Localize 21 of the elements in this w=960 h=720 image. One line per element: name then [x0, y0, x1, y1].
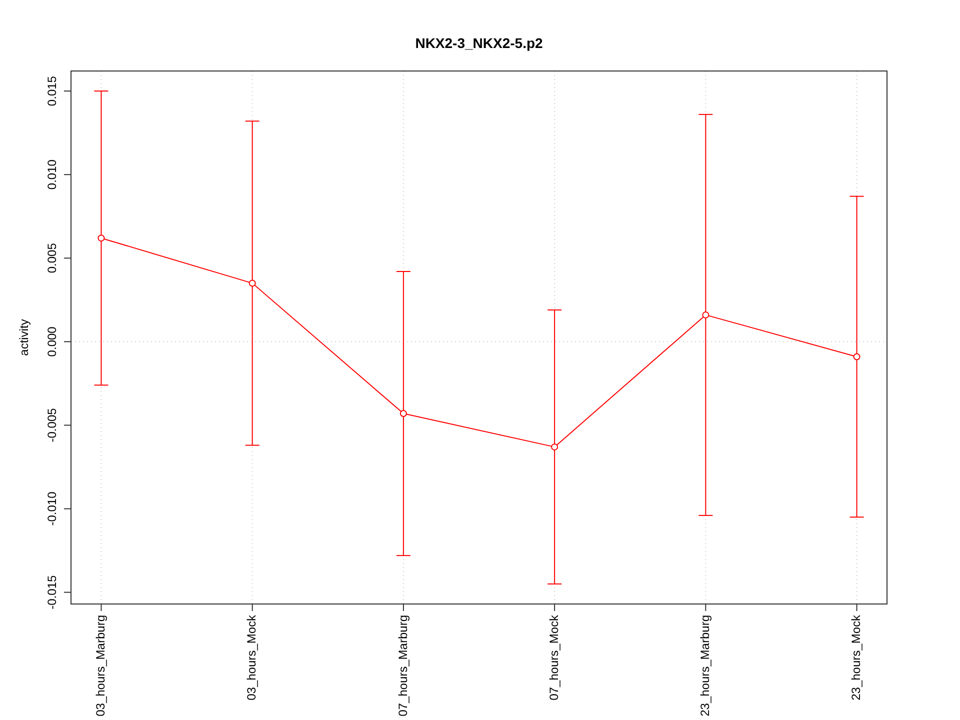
point: [400, 410, 407, 418]
y-tick-label: -0.010: [45, 491, 59, 526]
x-tick-label: 07_hours_Marburg: [396, 615, 410, 716]
chart-title: NKX2-3_NKX2-5.p2: [415, 34, 544, 51]
y-axis-title: activity: [17, 319, 31, 356]
y-tick-label: 0.010: [45, 159, 59, 190]
point: [702, 311, 710, 318]
x-tick-label: 23_hours_Mock: [849, 614, 864, 700]
x-tick-label: 07_hours_Mock: [546, 614, 561, 700]
x-tick-label: 03_hours_Marburg: [94, 615, 108, 716]
point: [551, 443, 558, 450]
y-tick-label: -0.005: [45, 408, 59, 442]
point: [248, 280, 256, 287]
x-tick-label: 03_hours_Mock: [244, 614, 259, 700]
y-tick-label: -0.015: [45, 574, 59, 610]
y-tick-label: 0.000: [45, 326, 59, 357]
point: [98, 234, 105, 242]
y-tick-label: 0.005: [45, 242, 59, 274]
y-tick-label: 0.015: [45, 76, 59, 106]
x-tick-label: 23_hours_Marburg: [698, 615, 712, 716]
point: [853, 353, 860, 360]
